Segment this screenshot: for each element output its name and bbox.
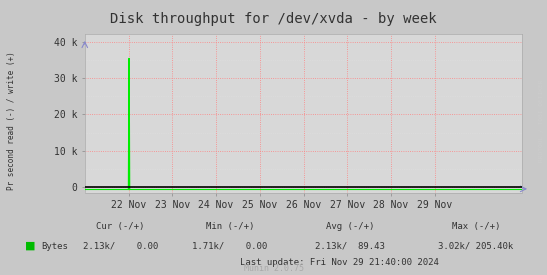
Text: Min (-/+): Min (-/+) (206, 222, 254, 231)
Text: Disk throughput for /dev/xvda - by week: Disk throughput for /dev/xvda - by week (110, 12, 437, 26)
Text: 2.13k/    0.00: 2.13k/ 0.00 (83, 242, 158, 251)
Text: Pr second read (-) / write (+): Pr second read (-) / write (+) (7, 52, 15, 190)
Text: 2.13k/  89.43: 2.13k/ 89.43 (315, 242, 385, 251)
Text: Max (-/+): Max (-/+) (452, 222, 500, 231)
Text: Avg (-/+): Avg (-/+) (326, 222, 374, 231)
Text: Bytes: Bytes (41, 242, 68, 251)
Text: Cur (-/+): Cur (-/+) (96, 222, 144, 231)
Text: Munin 2.0.75: Munin 2.0.75 (243, 264, 304, 273)
Text: 1.71k/    0.00: 1.71k/ 0.00 (192, 242, 267, 251)
Text: RRDTOOL / TOBI OETIKER: RRDTOOL / TOBI OETIKER (538, 80, 543, 162)
Text: Last update: Fri Nov 29 21:40:00 2024: Last update: Fri Nov 29 21:40:00 2024 (240, 258, 439, 267)
Text: 3.02k/ 205.40k: 3.02k/ 205.40k (438, 242, 514, 251)
Text: ■: ■ (25, 241, 35, 251)
